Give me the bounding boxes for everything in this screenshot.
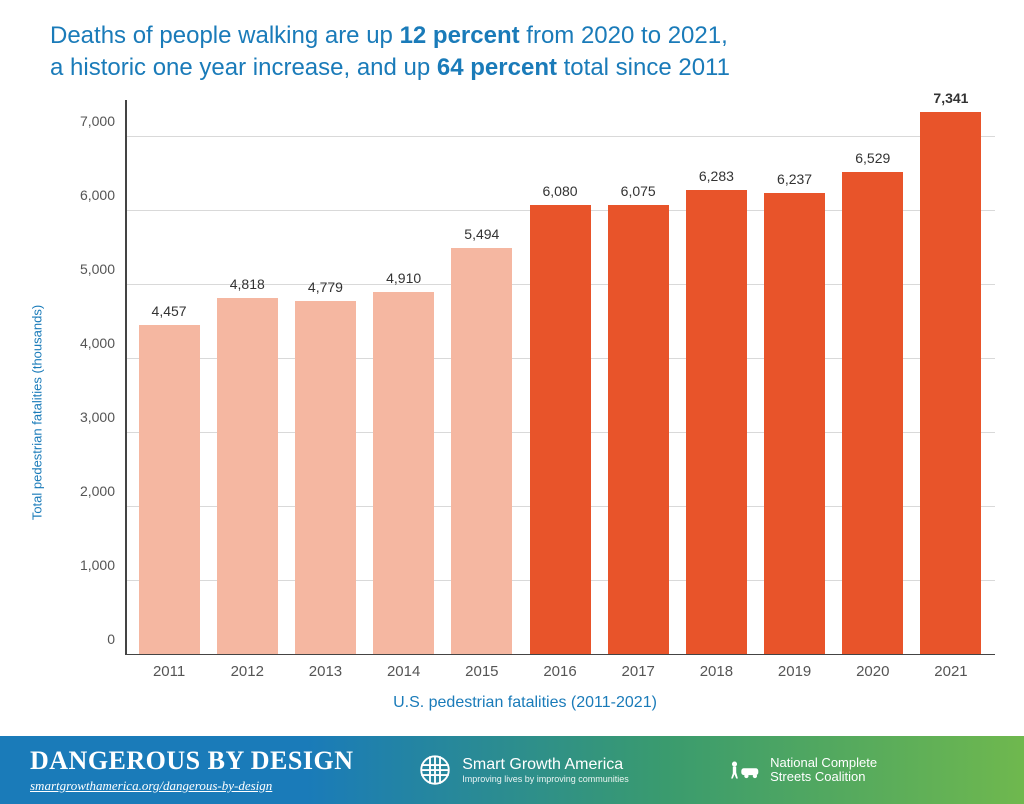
bar: 6,283 <box>686 190 747 655</box>
bar-slot: 4,8182012 <box>208 100 286 655</box>
bars-container: 4,45720114,81820124,77920134,91020145,49… <box>125 100 995 655</box>
title-part-0: Deaths of people walking are up <box>50 22 400 49</box>
bar: 6,529 <box>842 172 903 655</box>
y-tick-label: 2,000 <box>80 483 115 499</box>
bar-value-label: 4,910 <box>386 270 421 286</box>
brand-url: smartgrowthamerica.org/dangerous-by-desi… <box>30 778 378 794</box>
chart-title: Deaths of people walking are up 12 perce… <box>0 0 1024 85</box>
y-tick-label: 4,000 <box>80 335 115 351</box>
bar-slot: 6,0752017 <box>599 100 677 655</box>
footer-bar: DANGEROUS BY DESIGN smartgrowthamerica.o… <box>0 736 1024 804</box>
bar-value-label: 7,341 <box>933 90 968 106</box>
org2-line2: Streets Coalition <box>770 770 877 784</box>
x-tick-label: 2013 <box>309 663 342 680</box>
bar-slot: 7,3412021 <box>912 100 990 655</box>
x-axis-line <box>125 654 995 656</box>
bar-value-label: 6,075 <box>621 183 656 199</box>
bar-value-label: 4,779 <box>308 279 343 295</box>
y-tick-label: 0 <box>107 631 115 647</box>
bar: 6,237 <box>764 193 825 655</box>
bar: 6,080 <box>530 205 591 655</box>
bar-value-label: 6,529 <box>855 150 890 166</box>
bar-slot: 4,7792013 <box>286 100 364 655</box>
pedestrian-icon <box>726 753 760 787</box>
org1-line1: Smart Growth America <box>462 756 629 774</box>
bar: 7,341 <box>920 112 981 655</box>
footer-brand: DANGEROUS BY DESIGN smartgrowthamerica.o… <box>30 746 378 794</box>
y-tick-label: 1,000 <box>80 557 115 573</box>
x-tick-label: 2018 <box>700 663 733 680</box>
org1-line2: Improving lives by improving communities <box>462 774 629 784</box>
bar-slot: 4,9102014 <box>365 100 443 655</box>
y-tick-label: 5,000 <box>80 261 115 277</box>
bar-value-label: 6,080 <box>542 183 577 199</box>
title-bold-1: 12 percent <box>400 22 520 49</box>
x-tick-label: 2021 <box>934 663 967 680</box>
bar-slot: 6,5292020 <box>834 100 912 655</box>
footer-org-sga: Smart Growth America Improving lives by … <box>418 753 686 787</box>
bar: 5,494 <box>451 248 512 655</box>
bar: 6,075 <box>608 205 669 655</box>
bar-value-label: 4,818 <box>230 276 265 292</box>
bar-value-label: 5,494 <box>464 226 499 242</box>
x-tick-label: 2012 <box>231 663 264 680</box>
x-tick-label: 2011 <box>153 663 185 680</box>
y-axis-line <box>125 100 127 655</box>
x-axis-label: U.S. pedestrian fatalities (2011-2021) <box>55 694 995 712</box>
grid-icon <box>418 753 452 787</box>
bar: 4,818 <box>217 298 278 655</box>
bar-value-label: 6,237 <box>777 171 812 187</box>
org2-line1: National Complete <box>770 756 877 770</box>
title-part-4: total since 2011 <box>557 54 730 81</box>
chart-area: Total pedestrian fatalities (thousands) … <box>55 100 995 710</box>
org-ncsc-text: National Complete Streets Coalition <box>770 756 877 785</box>
bar-slot: 6,2832018 <box>677 100 755 655</box>
x-tick-label: 2020 <box>856 663 889 680</box>
bar-slot: 6,0802016 <box>521 100 599 655</box>
y-tick-label: 7,000 <box>80 113 115 129</box>
bar-value-label: 6,283 <box>699 168 734 184</box>
bar: 4,779 <box>295 301 356 655</box>
y-tick-label: 3,000 <box>80 409 115 425</box>
x-tick-label: 2019 <box>778 663 811 680</box>
bar-slot: 5,4942015 <box>443 100 521 655</box>
y-tick-label: 6,000 <box>80 187 115 203</box>
bar-slot: 6,2372019 <box>756 100 834 655</box>
plot-area: 4,45720114,81820124,77920134,91020145,49… <box>125 100 995 655</box>
bar: 4,457 <box>139 325 200 655</box>
x-tick-label: 2016 <box>543 663 576 680</box>
y-axis-label: Total pedestrian fatalities (thousands) <box>30 305 45 520</box>
org-sga-text: Smart Growth America Improving lives by … <box>462 756 629 784</box>
bar-value-label: 4,457 <box>152 303 187 319</box>
title-bold-3: 64 percent <box>437 54 557 81</box>
bar: 4,910 <box>373 292 434 655</box>
brand-title: DANGEROUS BY DESIGN <box>30 746 378 776</box>
x-tick-label: 2014 <box>387 663 420 680</box>
x-tick-label: 2015 <box>465 663 498 680</box>
bar-slot: 4,4572011 <box>130 100 208 655</box>
footer-org-ncsc: National Complete Streets Coalition <box>726 753 994 787</box>
x-tick-label: 2017 <box>622 663 655 680</box>
